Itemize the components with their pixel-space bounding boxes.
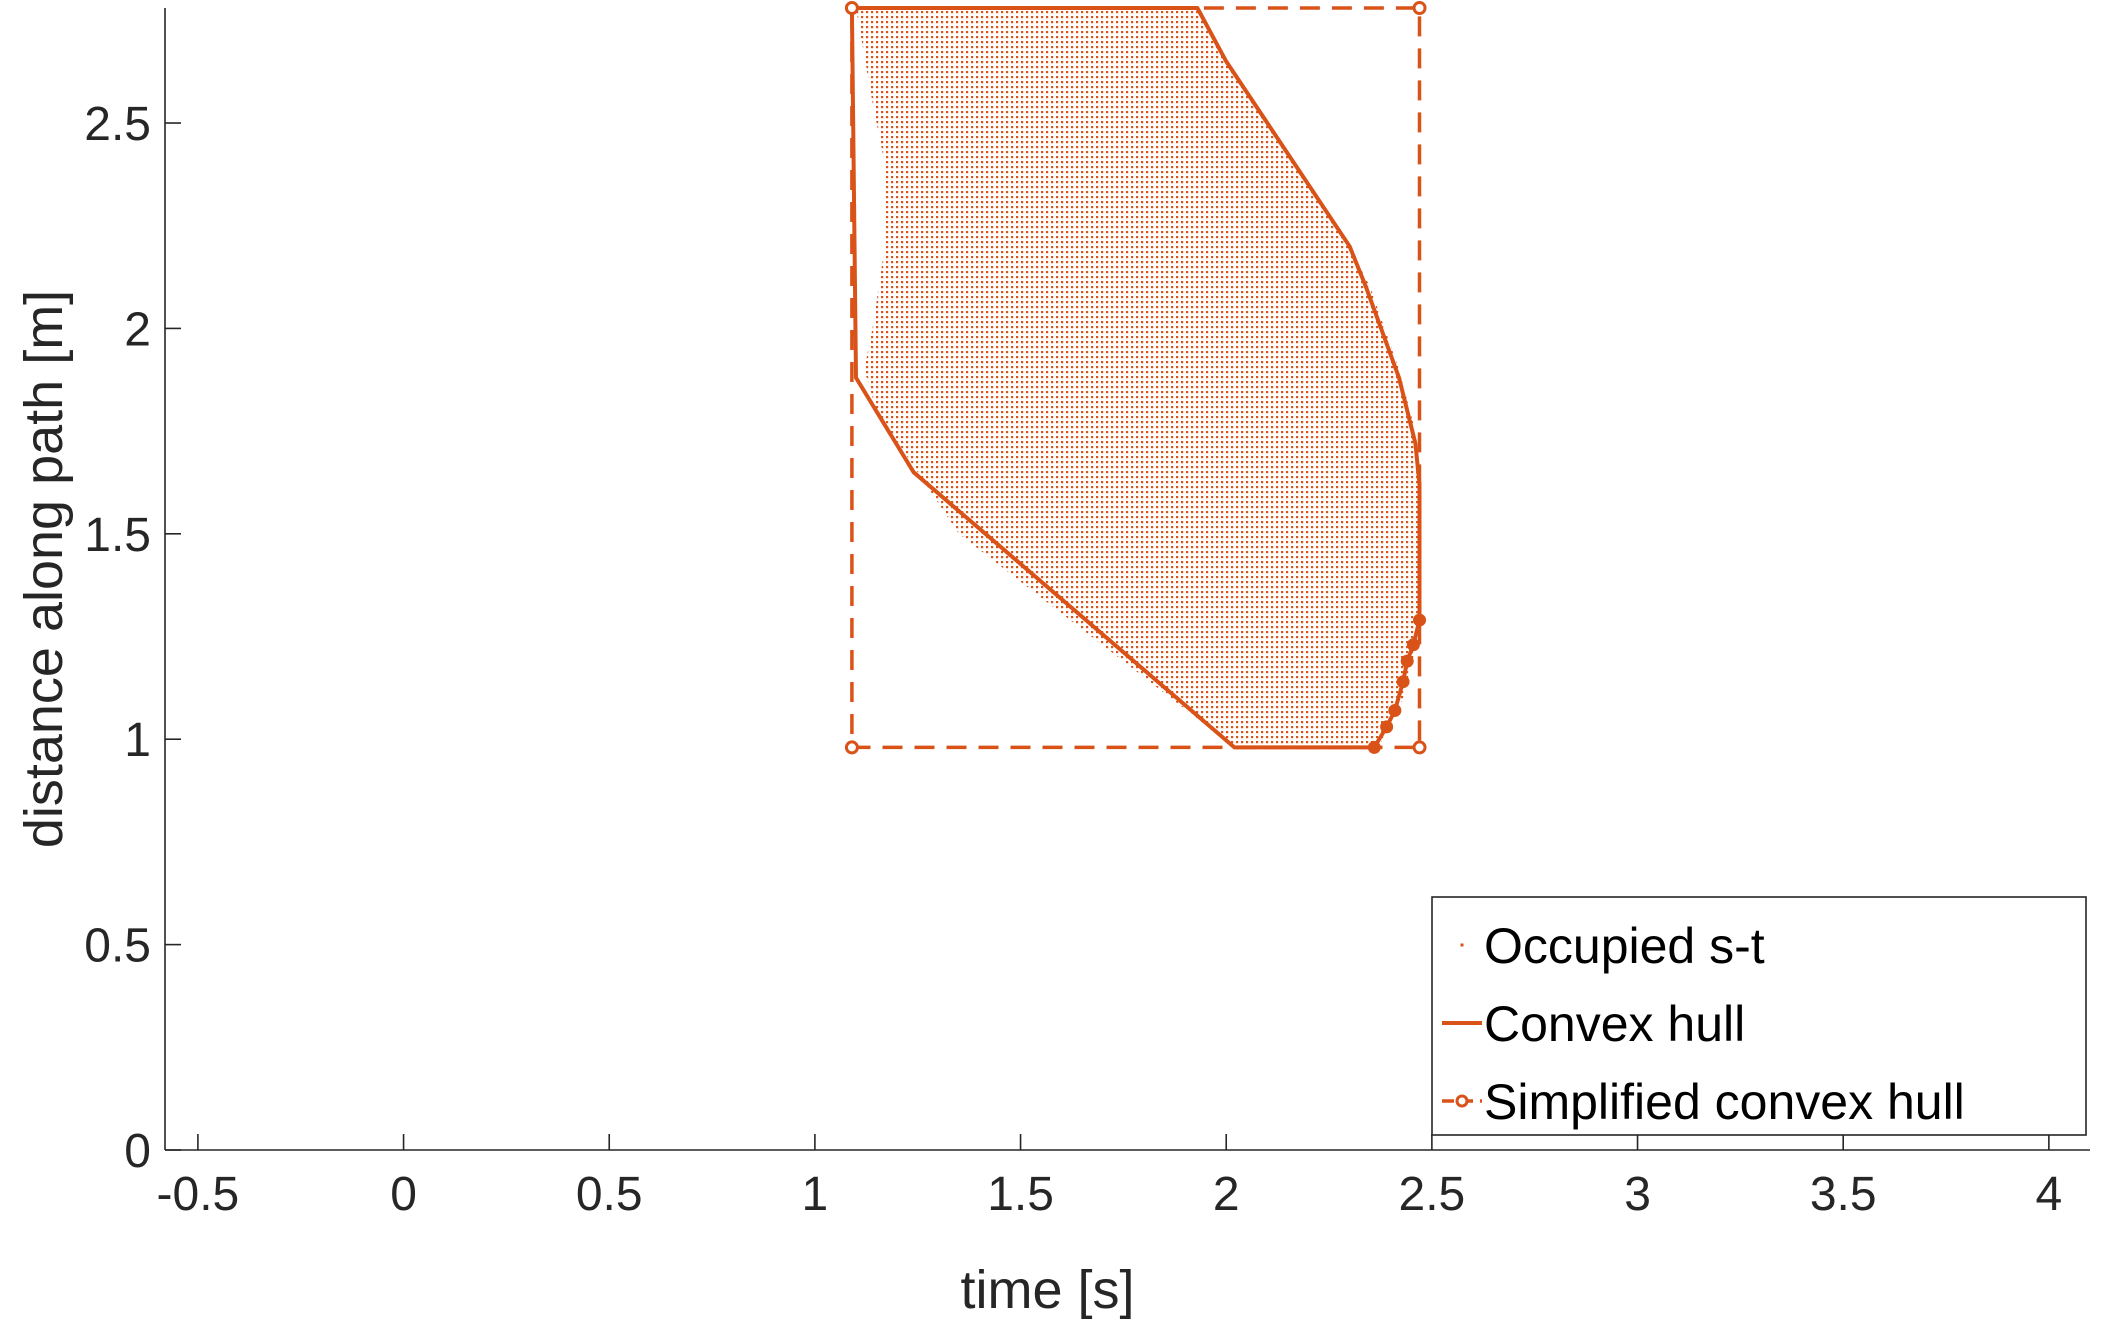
legend-entry-label: Occupied s-t [1484,918,1765,974]
x-tick-label: 1 [802,1168,829,1221]
y-tick-label: 2.5 [84,98,151,151]
convex-hull-vertex [1396,675,1410,689]
simplified-hull-vertex-marker [844,740,859,755]
legend-circle-marker-symbol [1455,1094,1469,1108]
x-tick-label: 3.5 [1810,1168,1877,1221]
simplified-convex-hull-line [850,6,1422,750]
simplified-hull-vertex-marker [844,1,859,15]
legend-group: Occupied s-t Convex hull Simplified convex… [1431,896,2087,1136]
y-tick-label: 1.5 [84,509,151,562]
x-tick-label: 0.5 [576,1168,643,1221]
y-tick-label: 2 [124,303,151,356]
x-tick-label: -0.5 [157,1168,240,1221]
x-tick-label: 4 [2036,1168,2063,1221]
simplified-hull-vertex-marker [1412,740,1427,755]
x-axis-title: time [s] [960,1260,1134,1320]
convex-hull-vertex [1400,654,1414,668]
occupied-region-group [856,8,1420,748]
convex-hull-vertex [1388,703,1402,717]
series-group [844,1,1427,755]
convex-hull-vertex [1380,720,1394,734]
legend-box [1431,896,2087,1136]
occupied-st-region [856,8,1420,748]
y-tick-label: 1 [124,714,151,767]
x-tick-label: 3 [1624,1168,1651,1221]
y-tick-label: 0 [124,1125,151,1178]
y-axis-title: distance along path [m] [14,290,74,848]
legend-entry-label: Simplified convex hull [1484,1074,1965,1130]
convex-hull-vertex [1413,613,1427,627]
x-tick-label: 1.5 [987,1168,1054,1221]
x-tick-label: 2.5 [1399,1168,1466,1221]
y-tick-label: 0.5 [84,920,151,973]
legend-entry-label: Convex hull [1484,996,1745,1052]
legend-dot-symbol [1460,943,1464,947]
x-tick-label: 2 [1213,1168,1240,1221]
simplified-hull-vertex-marker [1412,1,1427,15]
convex-hull-vertex [1406,638,1420,652]
x-tick-label: 0 [390,1168,417,1221]
